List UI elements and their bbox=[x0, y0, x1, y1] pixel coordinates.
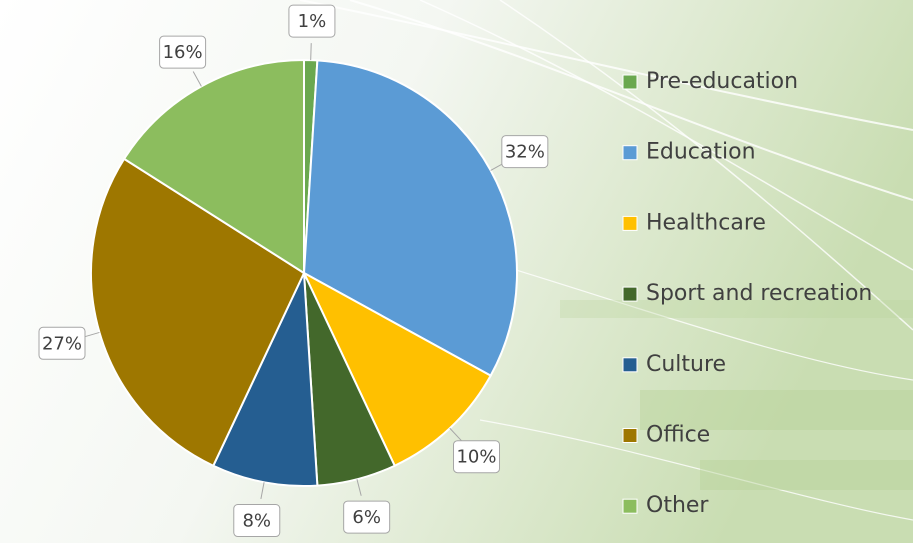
data-label: 1% bbox=[298, 11, 327, 32]
pie-slice bbox=[90, 157, 306, 468]
pie-slice bbox=[211, 272, 319, 487]
leader-line bbox=[449, 427, 462, 442]
legend-label: Healthcare bbox=[646, 210, 766, 235]
data-label-box bbox=[501, 135, 549, 169]
pie-slice bbox=[301, 270, 493, 468]
leader-line bbox=[82, 331, 100, 338]
legend-label: Office bbox=[646, 423, 710, 448]
legend-swatch bbox=[622, 357, 638, 373]
data-label-box bbox=[453, 440, 501, 474]
legend-swatch bbox=[622, 286, 638, 302]
decoration-bars bbox=[560, 300, 913, 490]
leader-line bbox=[192, 71, 202, 87]
legend-swatch bbox=[622, 215, 638, 231]
data-label-box bbox=[38, 326, 86, 360]
data-label: 27% bbox=[42, 333, 82, 354]
legend-swatch bbox=[622, 428, 638, 443]
legend-label: Culture bbox=[646, 352, 726, 377]
data-label: 32% bbox=[505, 142, 545, 163]
legend-swatch bbox=[622, 498, 638, 514]
pie-slice bbox=[302, 59, 518, 377]
legend-label: Other bbox=[646, 493, 709, 518]
legend-swatch bbox=[622, 145, 638, 161]
data-label-box bbox=[343, 500, 391, 534]
data-label: 16% bbox=[163, 42, 203, 63]
leader-line bbox=[356, 479, 362, 496]
leader-line bbox=[310, 43, 312, 61]
legend-swatch bbox=[622, 74, 638, 90]
decoration bbox=[299, 0, 913, 521]
data-label: 10% bbox=[456, 447, 496, 468]
legend-label: Sport and recreation bbox=[646, 281, 872, 306]
legend-label: Pre-education bbox=[646, 69, 798, 94]
data-label: 6% bbox=[352, 507, 381, 528]
data-label: 8% bbox=[242, 511, 271, 532]
data-label-box bbox=[233, 504, 281, 538]
data-label-box bbox=[159, 35, 207, 69]
data-label-box bbox=[288, 4, 336, 38]
leader-line bbox=[260, 482, 265, 500]
legend-label: Education bbox=[646, 140, 756, 165]
